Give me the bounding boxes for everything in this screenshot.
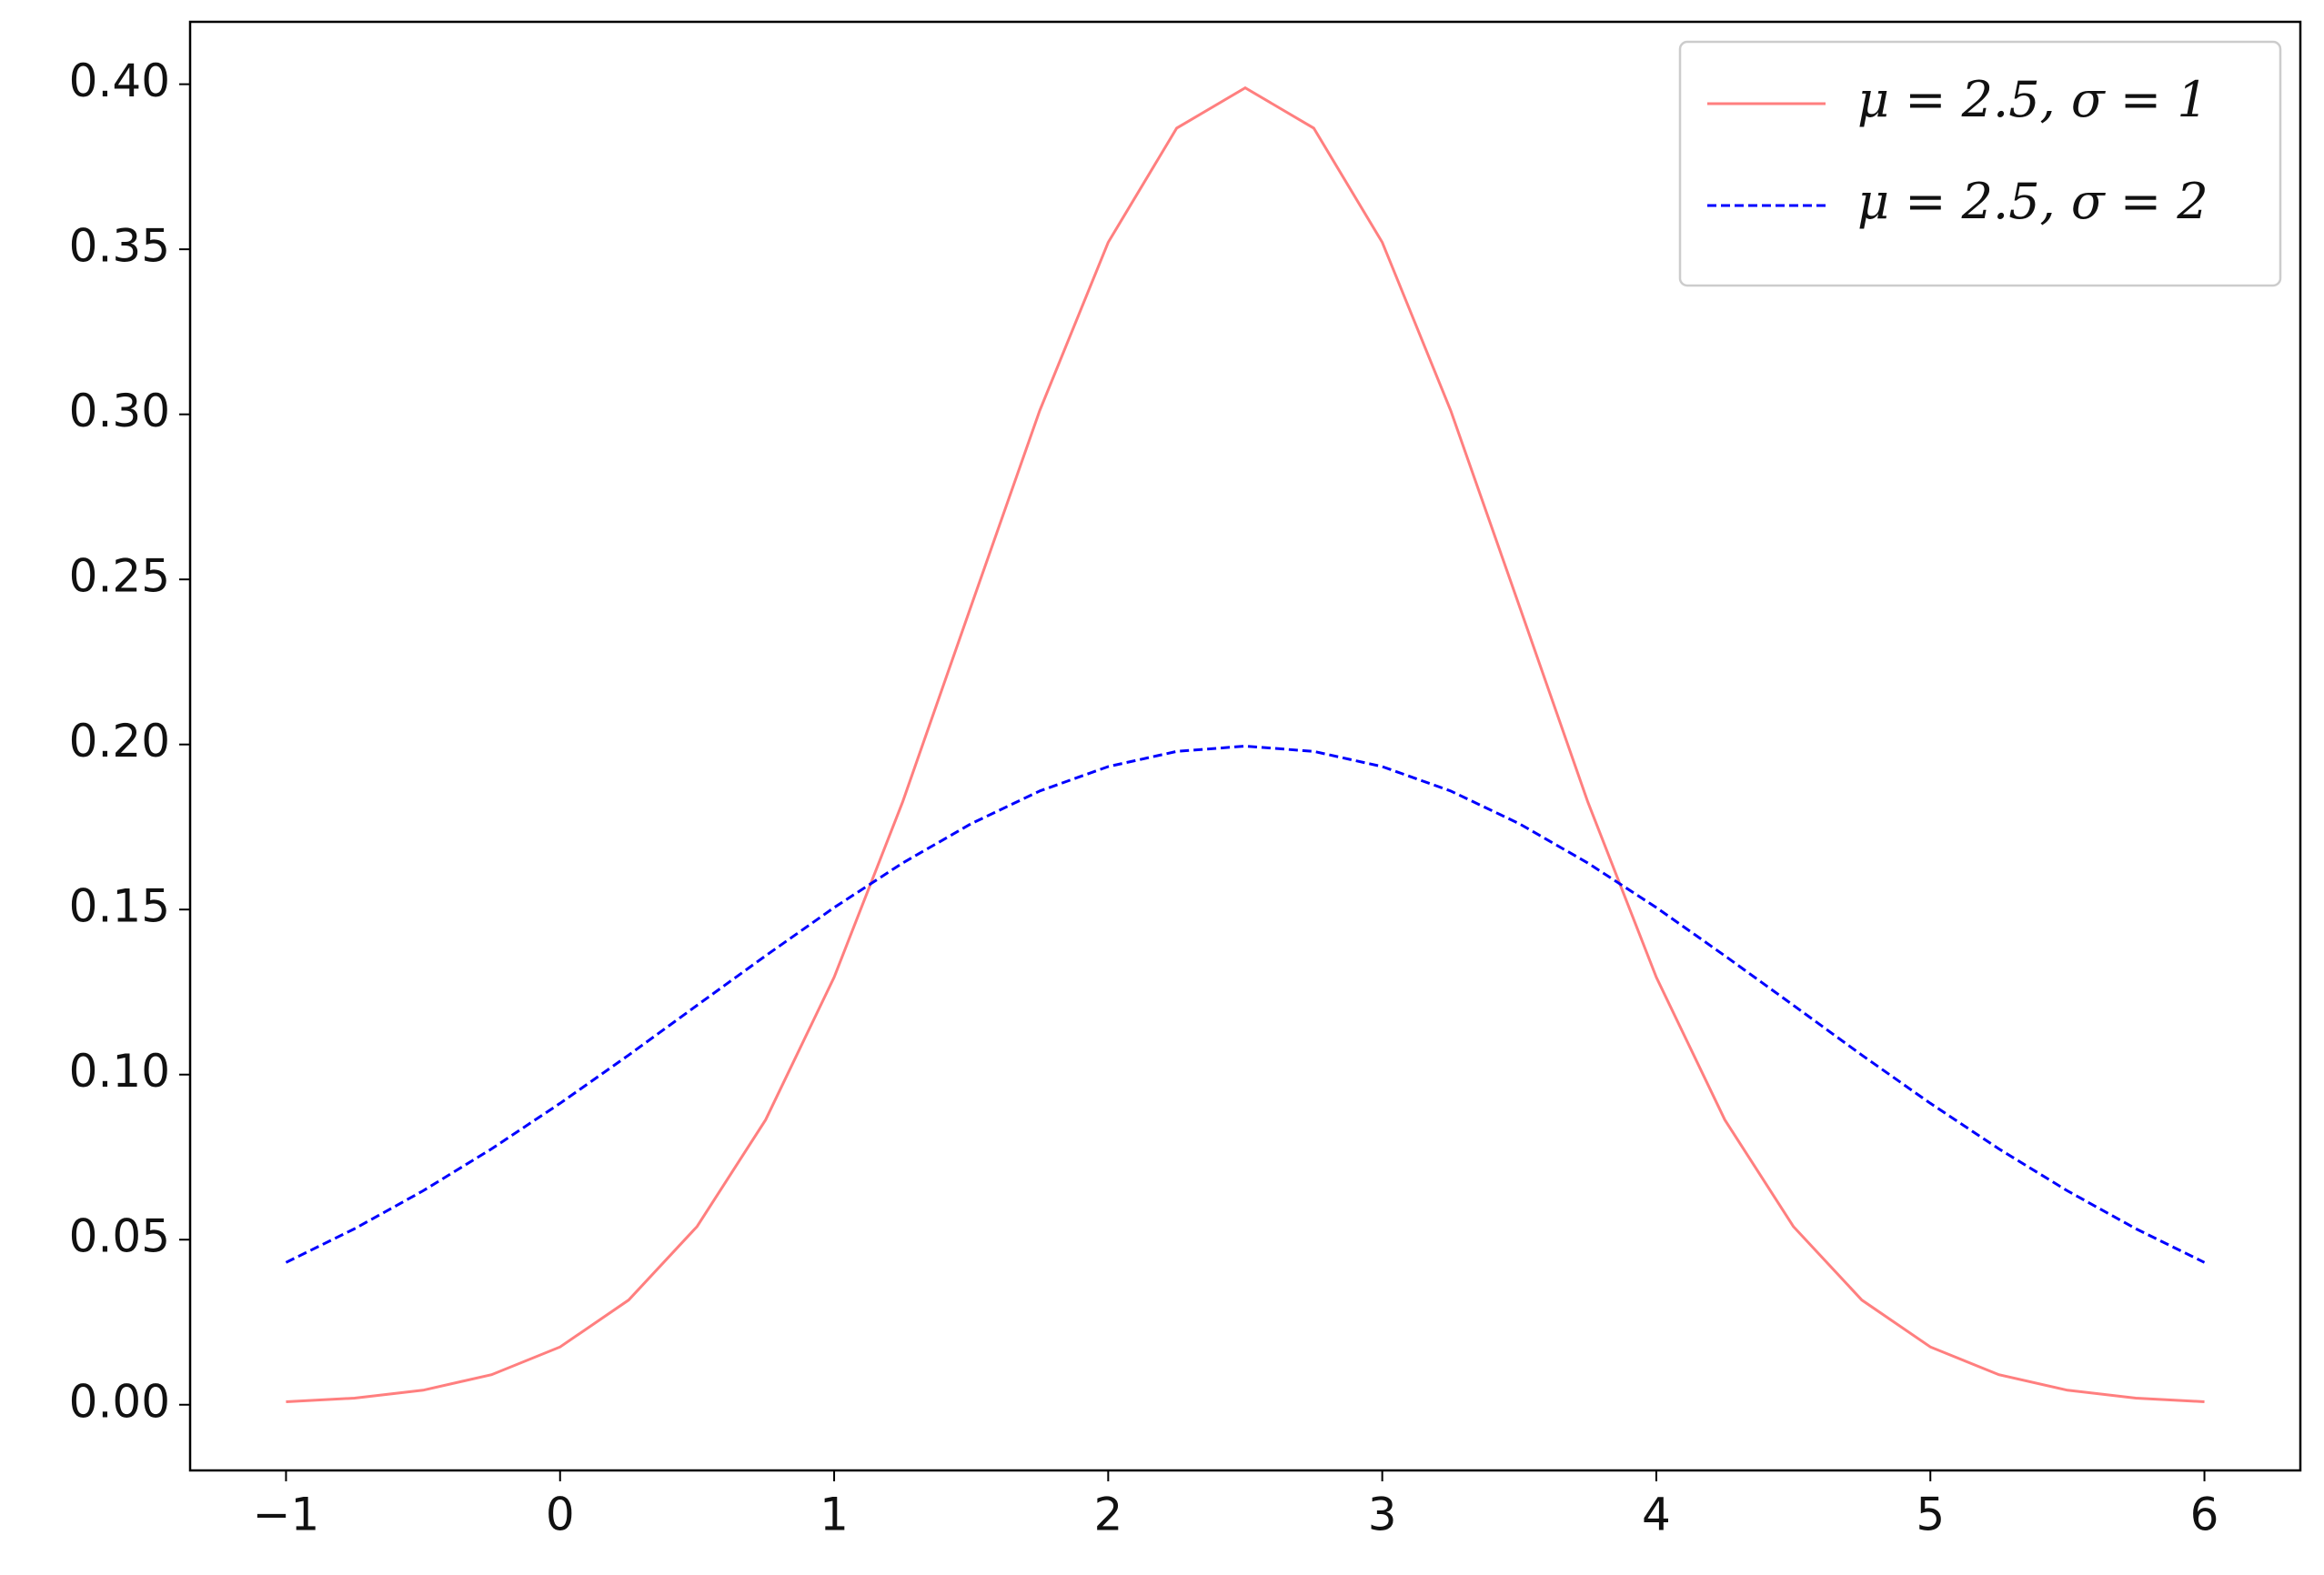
x-tick-label: 3 (1368, 1489, 1397, 1541)
y-tick-label: 0.10 (69, 1045, 170, 1098)
y-tick-label: 0.35 (69, 220, 170, 273)
x-tick-label: 0 (546, 1489, 575, 1541)
y-tick-label: 0.00 (69, 1375, 170, 1428)
y-tick-label: 0.15 (69, 880, 170, 933)
legend-label: μ = 2.5, σ = 2 (1857, 173, 2208, 230)
y-tick-label: 0.05 (69, 1210, 170, 1263)
y-tick-label: 0.30 (69, 385, 170, 437)
x-tick-label: 4 (1642, 1489, 1671, 1541)
x-tick-label: 6 (2190, 1489, 2219, 1541)
x-tick-label: 2 (1093, 1489, 1122, 1541)
series-line (286, 85, 2205, 1403)
series-line (285, 744, 2206, 1264)
legend-box (1678, 40, 2282, 287)
x-tick-label: 1 (820, 1489, 849, 1541)
axes-frame (188, 20, 2302, 1472)
y-tick-label: 0.40 (69, 55, 170, 107)
legend-label: μ = 2.5, σ = 1 (1857, 71, 2208, 128)
x-tick-label: −1 (253, 1489, 320, 1541)
y-tick-label: 0.20 (69, 715, 170, 767)
y-tick-label: 0.25 (69, 550, 170, 603)
x-tick-label: 5 (1916, 1489, 1945, 1541)
